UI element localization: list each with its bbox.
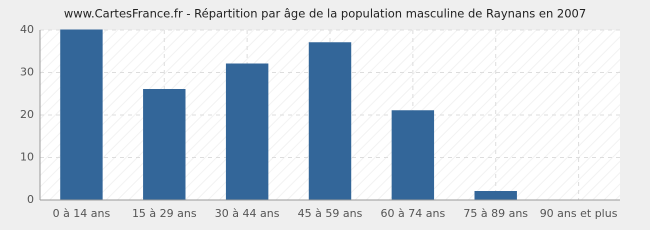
bar <box>143 89 186 201</box>
bar <box>391 110 435 201</box>
x-tick-label: 45 à 59 ans <box>298 207 363 220</box>
x-tick-label: 60 à 74 ans <box>381 207 446 220</box>
bar <box>308 42 352 201</box>
y-tick-label: 40 <box>20 23 34 36</box>
y-tick-label: 10 <box>20 151 34 164</box>
chart: www.CartesFrance.fr - Répartition par âg… <box>0 0 650 230</box>
y-tick-label: 0 <box>27 193 34 206</box>
x-tick-label: 90 ans et plus <box>540 207 618 220</box>
bar <box>225 63 269 201</box>
x-tick-label: 15 à 29 ans <box>132 207 197 220</box>
x-tick-label: 0 à 14 ans <box>53 207 111 220</box>
bar <box>60 29 103 201</box>
bar <box>474 191 517 201</box>
x-tick-label: 30 à 44 ans <box>215 207 280 220</box>
y-tick-label: 30 <box>20 66 34 79</box>
y-tick-label: 20 <box>20 108 34 121</box>
x-tick-label: 75 à 89 ans <box>463 207 528 220</box>
chart-title: www.CartesFrance.fr - Répartition par âg… <box>64 7 586 21</box>
